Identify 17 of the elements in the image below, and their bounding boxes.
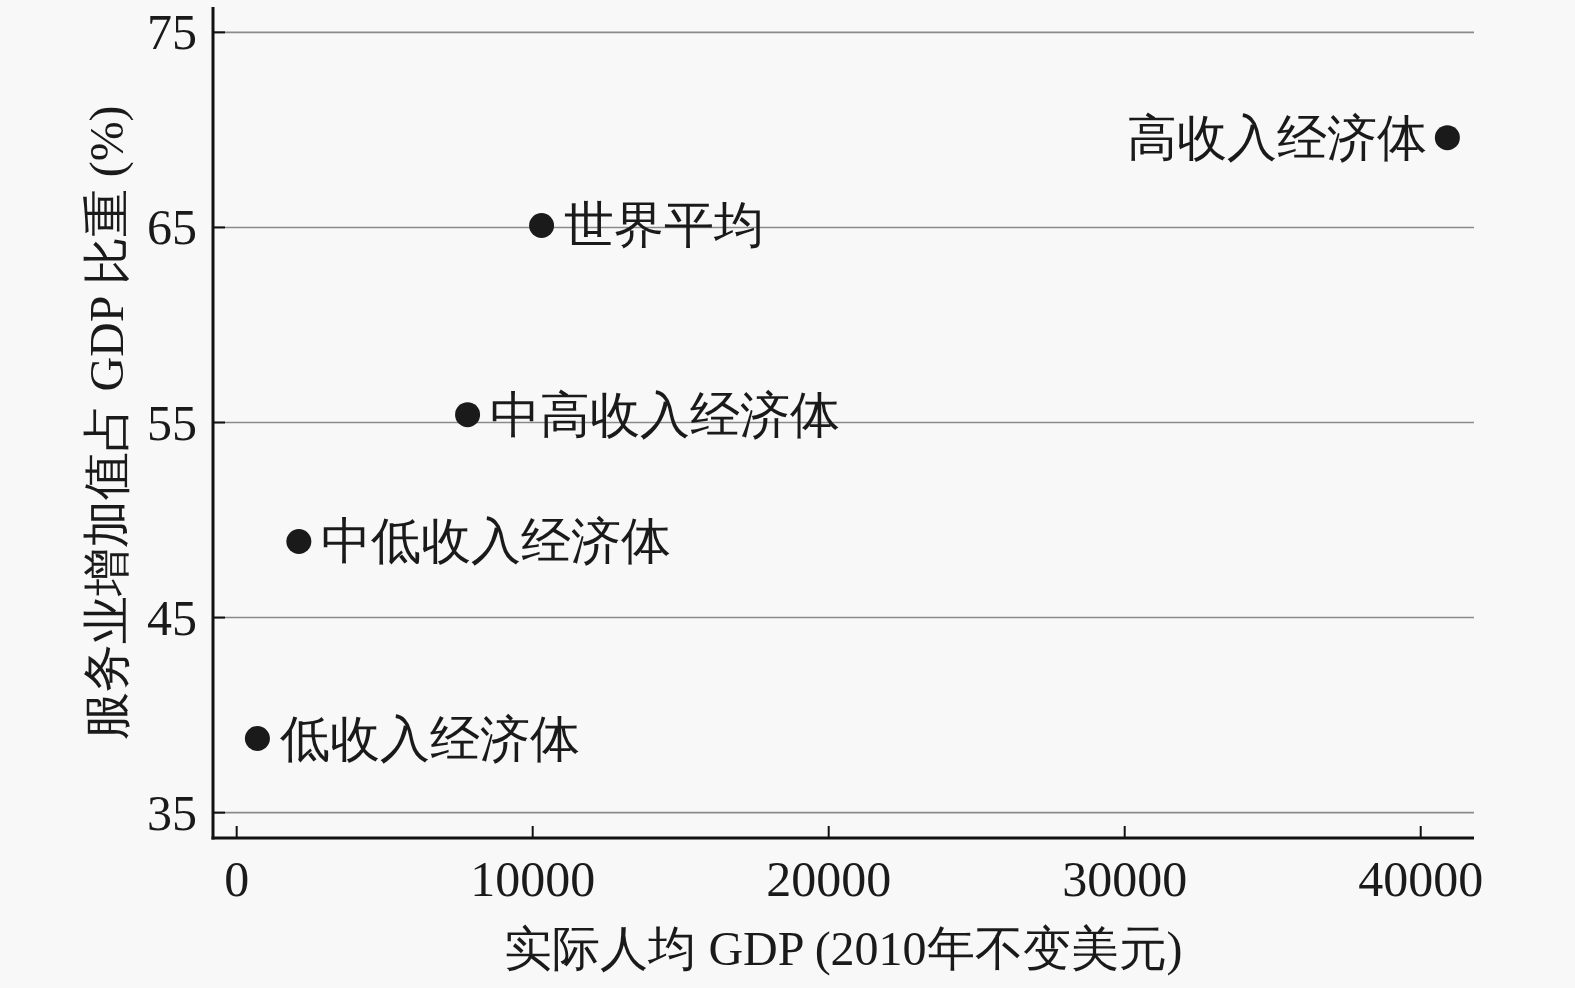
x-tick-label: 40000 xyxy=(1358,851,1484,907)
x-tick-label: 0 xyxy=(224,851,250,907)
point-label: 高收入经济体 xyxy=(1126,109,1427,166)
y-tick-label: 35 xyxy=(147,784,197,841)
y-axis-title: 服务业增加值占 GDP 比重 (%) xyxy=(79,105,133,740)
y-tick-label: 65 xyxy=(147,199,197,256)
point-label: 中高收入经济体 xyxy=(490,386,841,443)
point-label: 世界平均 xyxy=(564,197,765,254)
y-tick-label: 45 xyxy=(147,589,197,646)
point-label: 低收入经济体 xyxy=(279,710,580,767)
x-tick-label: 30000 xyxy=(1062,851,1188,907)
x-tick-label: 20000 xyxy=(766,851,892,907)
y-tick-label: 55 xyxy=(147,394,197,451)
x-tick-label: 10000 xyxy=(470,851,596,907)
point-label: 中低收入经济体 xyxy=(321,513,672,570)
x-axis-title: 实际人均 GDP (2010年不变美元) xyxy=(504,922,1183,975)
y-tick-label: 75 xyxy=(147,4,197,61)
